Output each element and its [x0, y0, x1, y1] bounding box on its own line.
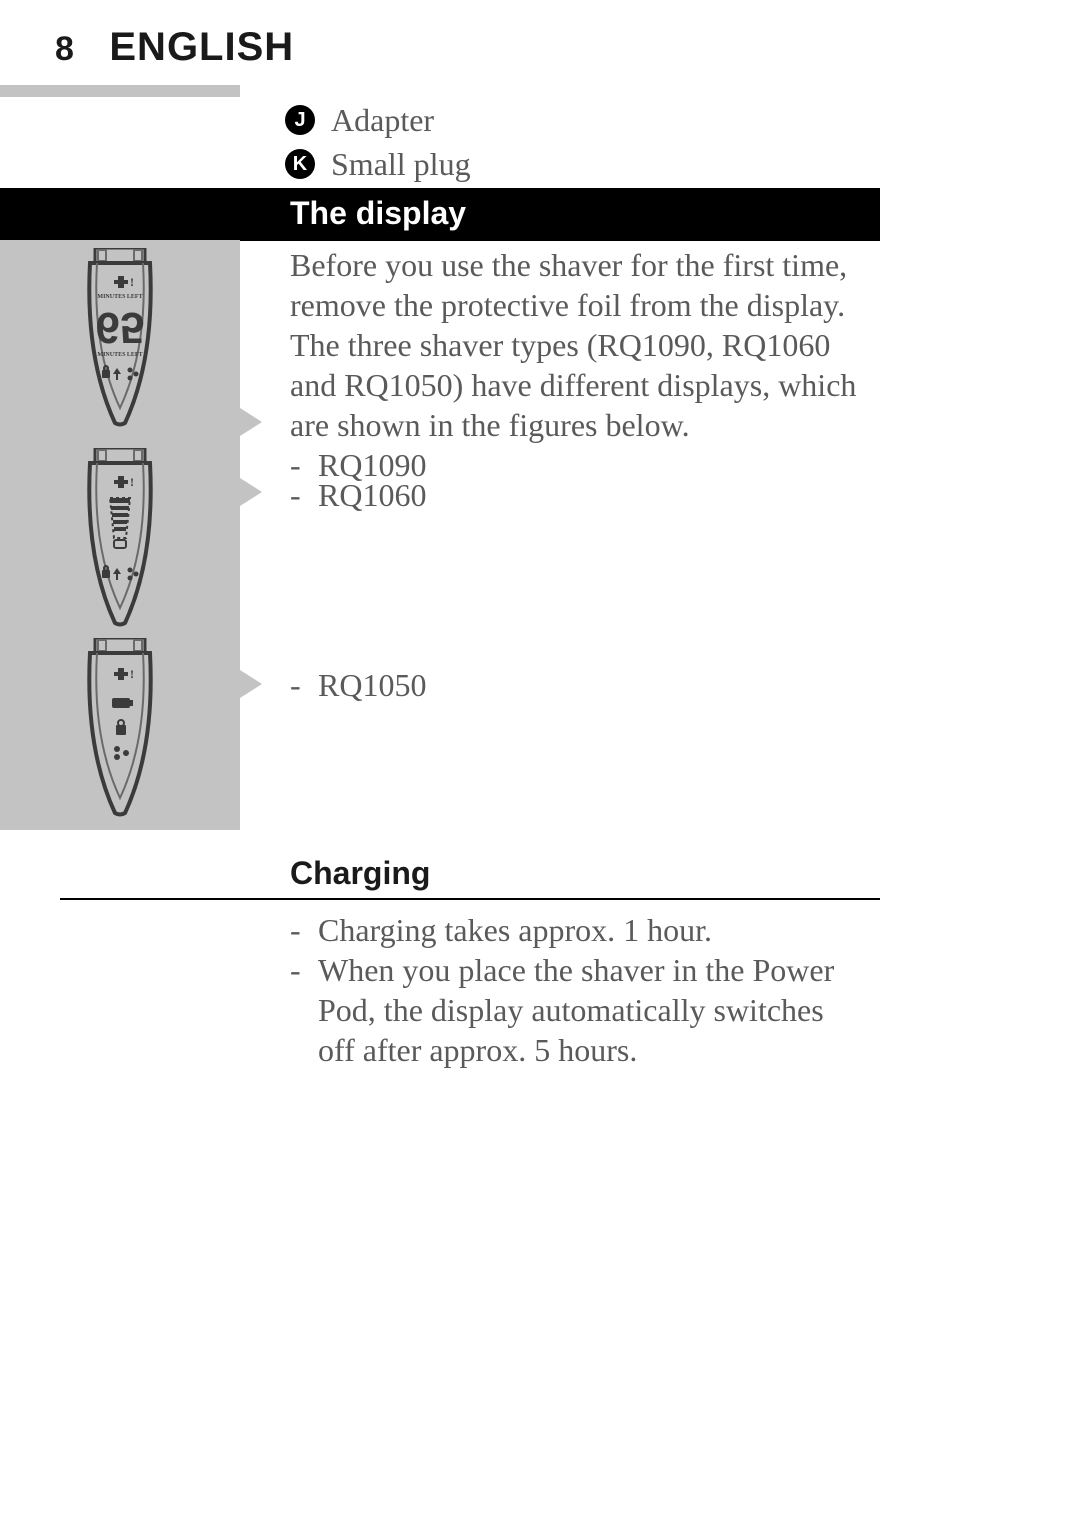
charging-item-text: When you place the shaver in the Power P… [318, 950, 860, 1070]
part-label: Small plug [331, 144, 471, 184]
list-dash: - [290, 910, 318, 950]
callout-arrow-icon [240, 670, 262, 698]
parts-list-item: K Small plug [285, 144, 471, 184]
part-label: Adapter [331, 100, 434, 140]
model-label: RQ1050 [318, 665, 860, 705]
shaver-figure-rq1050: ! [60, 638, 180, 818]
display-number: 65 [96, 303, 145, 352]
sidebar-accent-bar [0, 85, 240, 97]
manual-page: 8 ENGLISH J Adapter K Small plug The dis… [0, 0, 1080, 1522]
list-dash: - [290, 475, 318, 515]
model-label: RQ1060 [318, 475, 860, 515]
shaver-figure-rq1090: ! MINUTES LEFT 65 MINUTES LEFT [60, 248, 180, 428]
parts-list-item: J Adapter [285, 100, 471, 140]
charging-item-text: Charging takes approx. 1 hour. [318, 910, 860, 950]
display-intro-line2: The three shaver types (RQ1090, RQ1060 a… [290, 325, 860, 445]
subheading-text: Charging [290, 855, 430, 891]
subheading-rule [60, 898, 880, 900]
svg-text:MINUTES LEFT: MINUTES LEFT [97, 352, 142, 358]
part-letter-badge: J [285, 105, 315, 135]
svg-text:!: ! [130, 475, 134, 489]
svg-text:!: ! [130, 667, 134, 681]
charging-list: - Charging takes approx. 1 hour. - When … [290, 910, 860, 1070]
callout-arrow-icon [240, 478, 262, 506]
page-number: 8 [55, 30, 75, 68]
shaver-figure-rq1060: ! [60, 448, 180, 628]
callout-arrow-icon [240, 408, 262, 436]
section-heading-display: The display [0, 188, 880, 241]
display-intro-line1: Before you use the shaver for the first … [290, 245, 860, 325]
model-list-item: - RQ1060 [290, 475, 860, 515]
charging-list-item: - Charging takes approx. 1 hour. [290, 910, 860, 950]
page-header: 8 ENGLISH [0, 25, 1080, 70]
parts-list: J Adapter K Small plug [285, 100, 471, 188]
language-label: ENGLISH [109, 25, 294, 69]
charging-list-item: - When you place the shaver in the Power… [290, 950, 860, 1070]
svg-text:!: ! [130, 275, 134, 289]
list-dash: - [290, 950, 318, 1070]
display-intro: Before you use the shaver for the first … [290, 245, 860, 485]
list-dash: - [290, 665, 318, 705]
section-subheading-charging: Charging [290, 855, 430, 892]
part-letter-badge: K [285, 149, 315, 179]
minutes-left-label: MINUTES LEFT [97, 294, 142, 300]
model-list-item: - RQ1050 [290, 665, 860, 705]
section-heading-text: The display [290, 195, 466, 231]
